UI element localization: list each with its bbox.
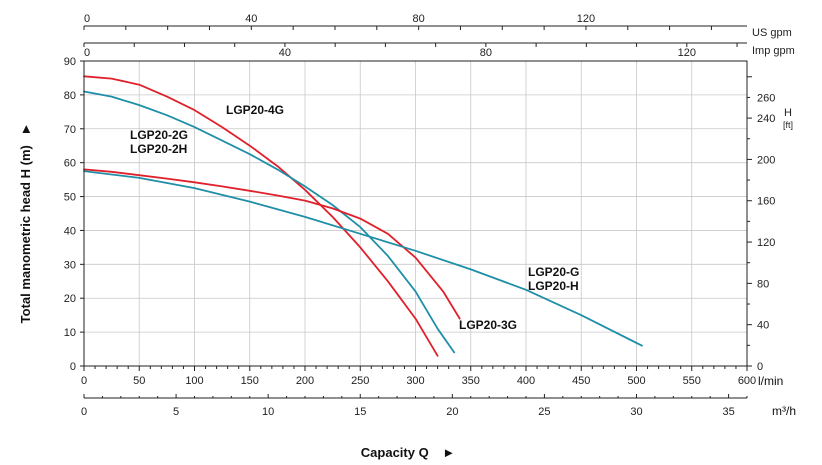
left-axis-tick-label: 70	[64, 124, 76, 136]
bottom-lmin-tick-label: 150	[241, 375, 259, 387]
right-axis-tick-label: 0	[757, 361, 763, 373]
label-lgp20-2h: LGP20-2H	[130, 142, 187, 156]
bottom-m3h-tick-label: 30	[630, 406, 642, 418]
top-imp-gpm-tick-label: 40	[279, 47, 291, 59]
top-us-gpm-tick-label: 40	[245, 13, 257, 25]
bottom-lmin-tick-label: 450	[572, 375, 590, 387]
bottom-lmin-tick-label: 600	[738, 375, 756, 387]
top-imp-gpm-tick-label: 0	[84, 47, 90, 59]
curve-lgp20-3g	[83, 168, 461, 320]
bottom-m3h-tick-label: 25	[538, 406, 550, 418]
y-axis-title: Total manometric head H (m) ►	[18, 123, 33, 324]
right-axis-unit-sub: [ft]	[783, 120, 793, 130]
left-axis-tick-label: 40	[64, 225, 76, 237]
right-axis-tick-label: 80	[757, 278, 769, 290]
label-lgp20-2g: LGP20-2G	[130, 128, 188, 142]
bottom-lmin-unit: l/min	[758, 374, 783, 388]
bottom-lmin-tick-label: 200	[296, 375, 314, 387]
right-axis-tick-label: 160	[757, 196, 775, 208]
left-axis-tick-label: 0	[70, 361, 76, 373]
top-imp-gpm-tick-label: 120	[678, 47, 696, 59]
bottom-lmin-tick-label: 350	[462, 375, 480, 387]
right-axis-tick-label: 200	[757, 154, 775, 166]
label-lgp20-g: LGP20-G	[528, 265, 579, 279]
left-axis-tick-label: 90	[64, 56, 76, 68]
tick-labels: 0102030405060708090040801201602002402600…	[64, 13, 776, 418]
left-axis-tick-label: 30	[64, 259, 76, 271]
left-axis-tick-label: 20	[64, 293, 76, 305]
top-us-gpm-tick-label: 0	[84, 13, 90, 25]
label-lgp20-h: LGP20-H	[528, 279, 579, 293]
right-axis-tick-label: 40	[757, 320, 769, 332]
top-us-gpm-tick-label: 120	[577, 13, 595, 25]
top-imp-gpm-tick-label: 80	[480, 47, 492, 59]
right-axis-tick-label: 240	[757, 113, 775, 125]
right-axis-tick-label: 120	[757, 237, 775, 249]
axes	[80, 25, 752, 399]
bottom-lmin-tick-label: 500	[627, 375, 645, 387]
bottom-m3h-tick-label: 0	[81, 406, 87, 418]
bottom-lmin-tick-label: 300	[406, 375, 424, 387]
curve-lgp20-2g-lgp20-2h	[83, 90, 456, 354]
bottom-m3h-tick-label: 5	[173, 406, 179, 418]
label-lgp20-3g: LGP20-3G	[459, 318, 517, 332]
bottom-m3h-tick-label: 15	[354, 406, 366, 418]
bottom-lmin-tick-label: 400	[517, 375, 535, 387]
y-axis-arrow: ►	[18, 123, 33, 136]
right-axis-tick-label: 260	[757, 92, 775, 104]
right-axis-unit: H	[784, 107, 792, 119]
bottom-lmin-tick-label: 0	[81, 375, 87, 387]
top-us-gpm-unit: US gpm	[752, 27, 792, 39]
bottom-m3h-tick-label: 35	[722, 406, 734, 418]
label-lgp20-4g: LGP20-4G	[226, 103, 284, 117]
bottom-lmin-tick-label: 50	[133, 375, 145, 387]
top-imp-gpm-unit: Imp gpm	[752, 45, 795, 57]
bottom-m3h-tick-label: 10	[262, 406, 274, 418]
x-axis-title-text: Capacity Q	[361, 445, 429, 460]
bottom-lmin-tick-label: 250	[351, 375, 369, 387]
left-axis-tick-label: 10	[64, 327, 76, 339]
bottom-lmin-tick-label: 550	[683, 375, 701, 387]
curve-lgp20-g-lgp20-h	[83, 170, 643, 347]
curve-lines	[83, 75, 643, 357]
top-us-gpm-tick-label: 80	[413, 13, 425, 25]
x-axis-arrow: ►	[442, 445, 455, 460]
bottom-m3h-unit: m³/h	[772, 404, 796, 418]
grid-lines	[84, 61, 747, 366]
bottom-m3h-tick-label: 20	[446, 406, 458, 418]
y-axis-title-text: Total manometric head H (m)	[18, 145, 33, 323]
left-axis-tick-label: 60	[64, 158, 76, 170]
left-axis-tick-label: 80	[64, 90, 76, 102]
bottom-lmin-tick-label: 100	[185, 375, 203, 387]
curve-lgp20-4g	[83, 75, 439, 357]
x-axis-title: Capacity Q ►	[361, 445, 455, 460]
left-axis-tick-label: 50	[64, 192, 76, 204]
